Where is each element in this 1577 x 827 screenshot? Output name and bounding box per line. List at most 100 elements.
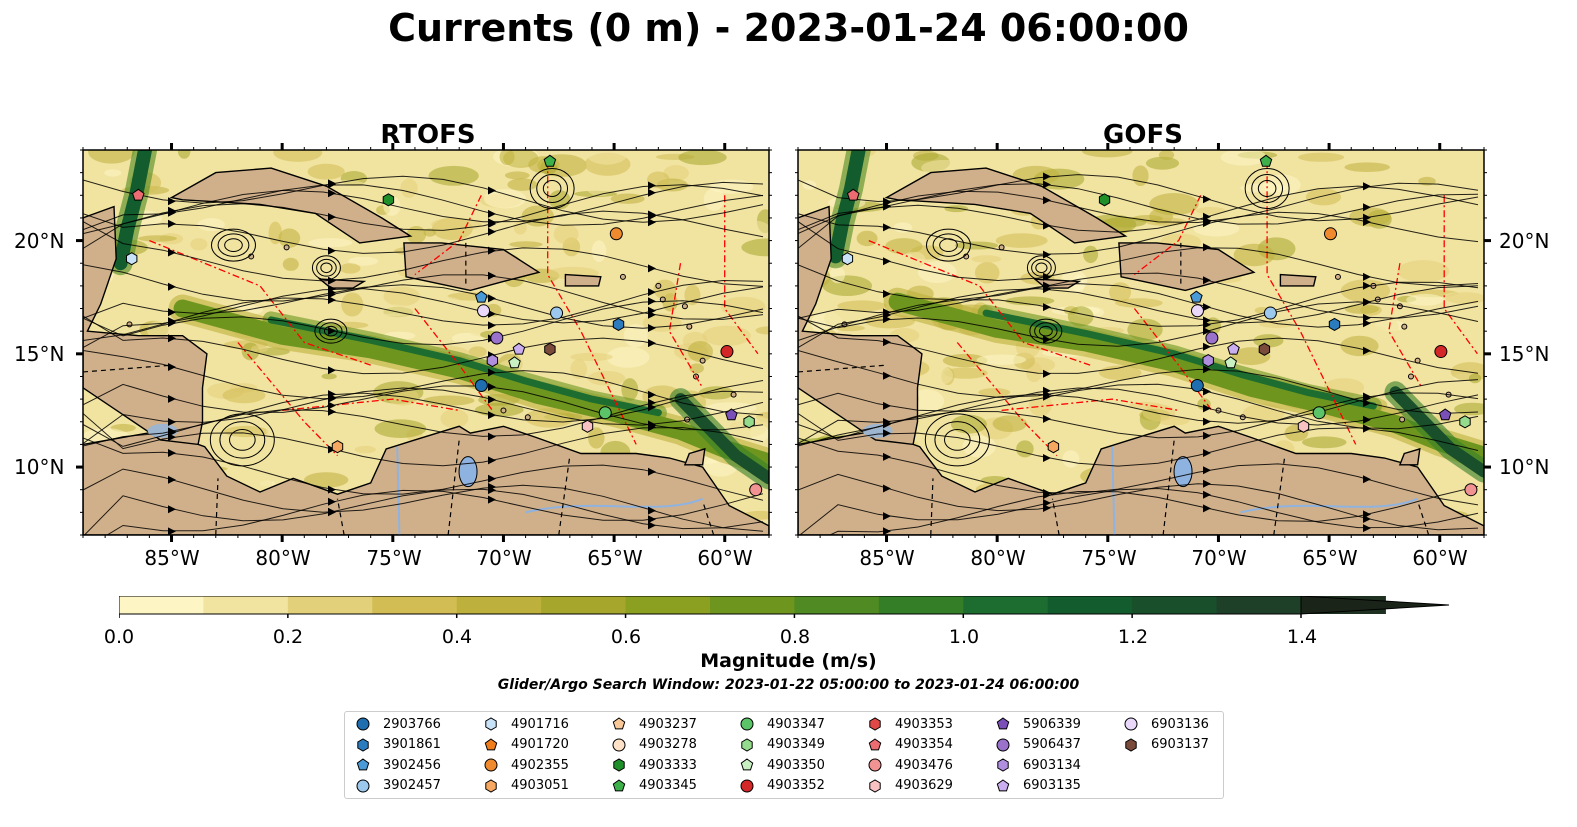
legend-label: 4902355 xyxy=(511,757,569,773)
colorbar-segment-10 xyxy=(963,596,1049,614)
float-6903136 xyxy=(477,304,491,318)
hexagon-marker-icon xyxy=(485,778,497,793)
colorbar-segment-2 xyxy=(287,596,373,614)
cbar-tick-1: 0.2 xyxy=(272,626,304,648)
legend-item-3902457: 3902457 xyxy=(355,776,441,796)
legend-label: 6903135 xyxy=(1023,778,1081,793)
cbar-tick-4: 0.8 xyxy=(779,626,811,648)
colorbar-segment-12 xyxy=(1132,596,1218,614)
colorbar-label: Magnitude (m/s) xyxy=(700,650,877,672)
legend-label: 4903345 xyxy=(639,778,697,793)
float-6903135 xyxy=(512,342,526,355)
eddy xyxy=(229,428,256,451)
legend-item-4903333: 4903333 xyxy=(611,755,697,775)
pentagon-marker-icon xyxy=(996,778,1010,791)
colorbar-segment-7 xyxy=(710,596,795,614)
colorbar-segment-0 xyxy=(119,596,204,614)
float-4903354 xyxy=(846,188,860,201)
legend-label: 4903353 xyxy=(895,716,953,732)
float-6903134 xyxy=(486,354,499,368)
ytick-10n-left: 10°N xyxy=(14,455,65,479)
eddy xyxy=(924,413,990,467)
xtick-75w-left: 75°W xyxy=(366,546,422,570)
legend-item-3901861: 3901861 xyxy=(355,735,441,755)
figure-title: Currents (0 m) - 2023-01-24 06:00:00 xyxy=(388,6,1189,50)
ytick-15n-right: 15°N xyxy=(1499,342,1550,366)
float-4903354 xyxy=(132,188,145,201)
eddy xyxy=(209,413,275,467)
legend-label: 6903136 xyxy=(1151,716,1209,732)
country-border xyxy=(83,364,172,373)
float-4903349 xyxy=(743,415,755,429)
eddy xyxy=(542,180,562,197)
xtick-70w-left: 70°W xyxy=(476,546,532,570)
circle-marker-icon xyxy=(1124,717,1138,731)
axis-ticks xyxy=(795,143,1491,542)
float-6903135 xyxy=(1227,342,1240,355)
float-4903476 xyxy=(1464,483,1478,497)
cbar-tick-3: 0.6 xyxy=(610,626,642,648)
cbar-tick-7: 1.4 xyxy=(1286,626,1318,648)
float-6903137 xyxy=(544,342,556,356)
map-panel-rtofs xyxy=(76,143,772,542)
eddy xyxy=(217,233,250,257)
legend-item-6903136: 6903136 xyxy=(1123,714,1209,734)
float-4903629 xyxy=(581,419,594,433)
colorbar-segment-11 xyxy=(1047,596,1133,614)
eddy xyxy=(1257,180,1277,197)
axis-ticks xyxy=(76,143,772,542)
streamlines xyxy=(83,168,764,535)
legend-item-4903278: 4903278 xyxy=(611,735,697,755)
pentagon-marker-icon xyxy=(612,717,626,730)
legend-item-4903345: 4903345 xyxy=(611,776,697,796)
float-3902456 xyxy=(475,290,488,303)
legend-label: 5906339 xyxy=(1023,716,1081,732)
circle-marker-icon xyxy=(612,738,626,751)
float-4903051 xyxy=(331,440,344,454)
xtick-65w-left: 65°W xyxy=(587,546,643,570)
land xyxy=(83,167,769,535)
colorbar-segment-5 xyxy=(541,596,627,614)
eddy xyxy=(311,255,341,281)
eddy xyxy=(925,228,971,262)
pentagon-marker-icon xyxy=(484,737,498,750)
river xyxy=(525,497,703,514)
hexagon-marker-icon xyxy=(613,758,625,772)
circle-marker-icon xyxy=(740,717,754,731)
legend-item-4903237: 4903237 xyxy=(611,714,697,734)
circle-marker-icon xyxy=(868,758,882,772)
colorbar xyxy=(119,596,1450,618)
cbar-tick-6: 1.2 xyxy=(1117,626,1149,648)
float-4903350 xyxy=(1224,356,1237,369)
float-2903766 xyxy=(474,379,488,393)
legend-label: 3902457 xyxy=(383,778,441,793)
country-border xyxy=(215,478,219,535)
country-border xyxy=(1051,498,1060,535)
float-4902355 xyxy=(1324,227,1338,241)
legend-item-4901720: 4901720 xyxy=(483,735,569,755)
float-4903352 xyxy=(1434,345,1448,359)
eddy xyxy=(319,322,343,341)
legend-label: 4903354 xyxy=(895,737,953,752)
legend-item-3902456: 3902456 xyxy=(355,755,441,775)
eddy xyxy=(939,238,958,253)
eddy xyxy=(536,174,569,203)
float-3902456 xyxy=(1190,290,1203,303)
country-border xyxy=(1273,455,1286,535)
circle-marker-icon xyxy=(356,779,370,792)
country-border xyxy=(558,455,571,535)
colorbar-frame xyxy=(119,596,1302,615)
cbar-tick-0: 0.0 xyxy=(103,626,135,648)
legend-item-4901716: 4901716 xyxy=(483,714,569,734)
pentagon-marker-icon xyxy=(356,758,370,771)
legend-label: 4903347 xyxy=(767,716,825,732)
map-panel-gofs xyxy=(795,143,1491,542)
legend-item-6903135: 6903135 xyxy=(995,776,1081,796)
float-4902355 xyxy=(609,227,623,241)
eddy xyxy=(932,233,965,257)
country-border xyxy=(336,498,345,535)
legend-label: 4903476 xyxy=(895,757,953,773)
legend-label: 4901716 xyxy=(511,716,569,732)
legend-label: 4903352 xyxy=(767,778,825,793)
colorbar-segment-1 xyxy=(203,596,289,614)
